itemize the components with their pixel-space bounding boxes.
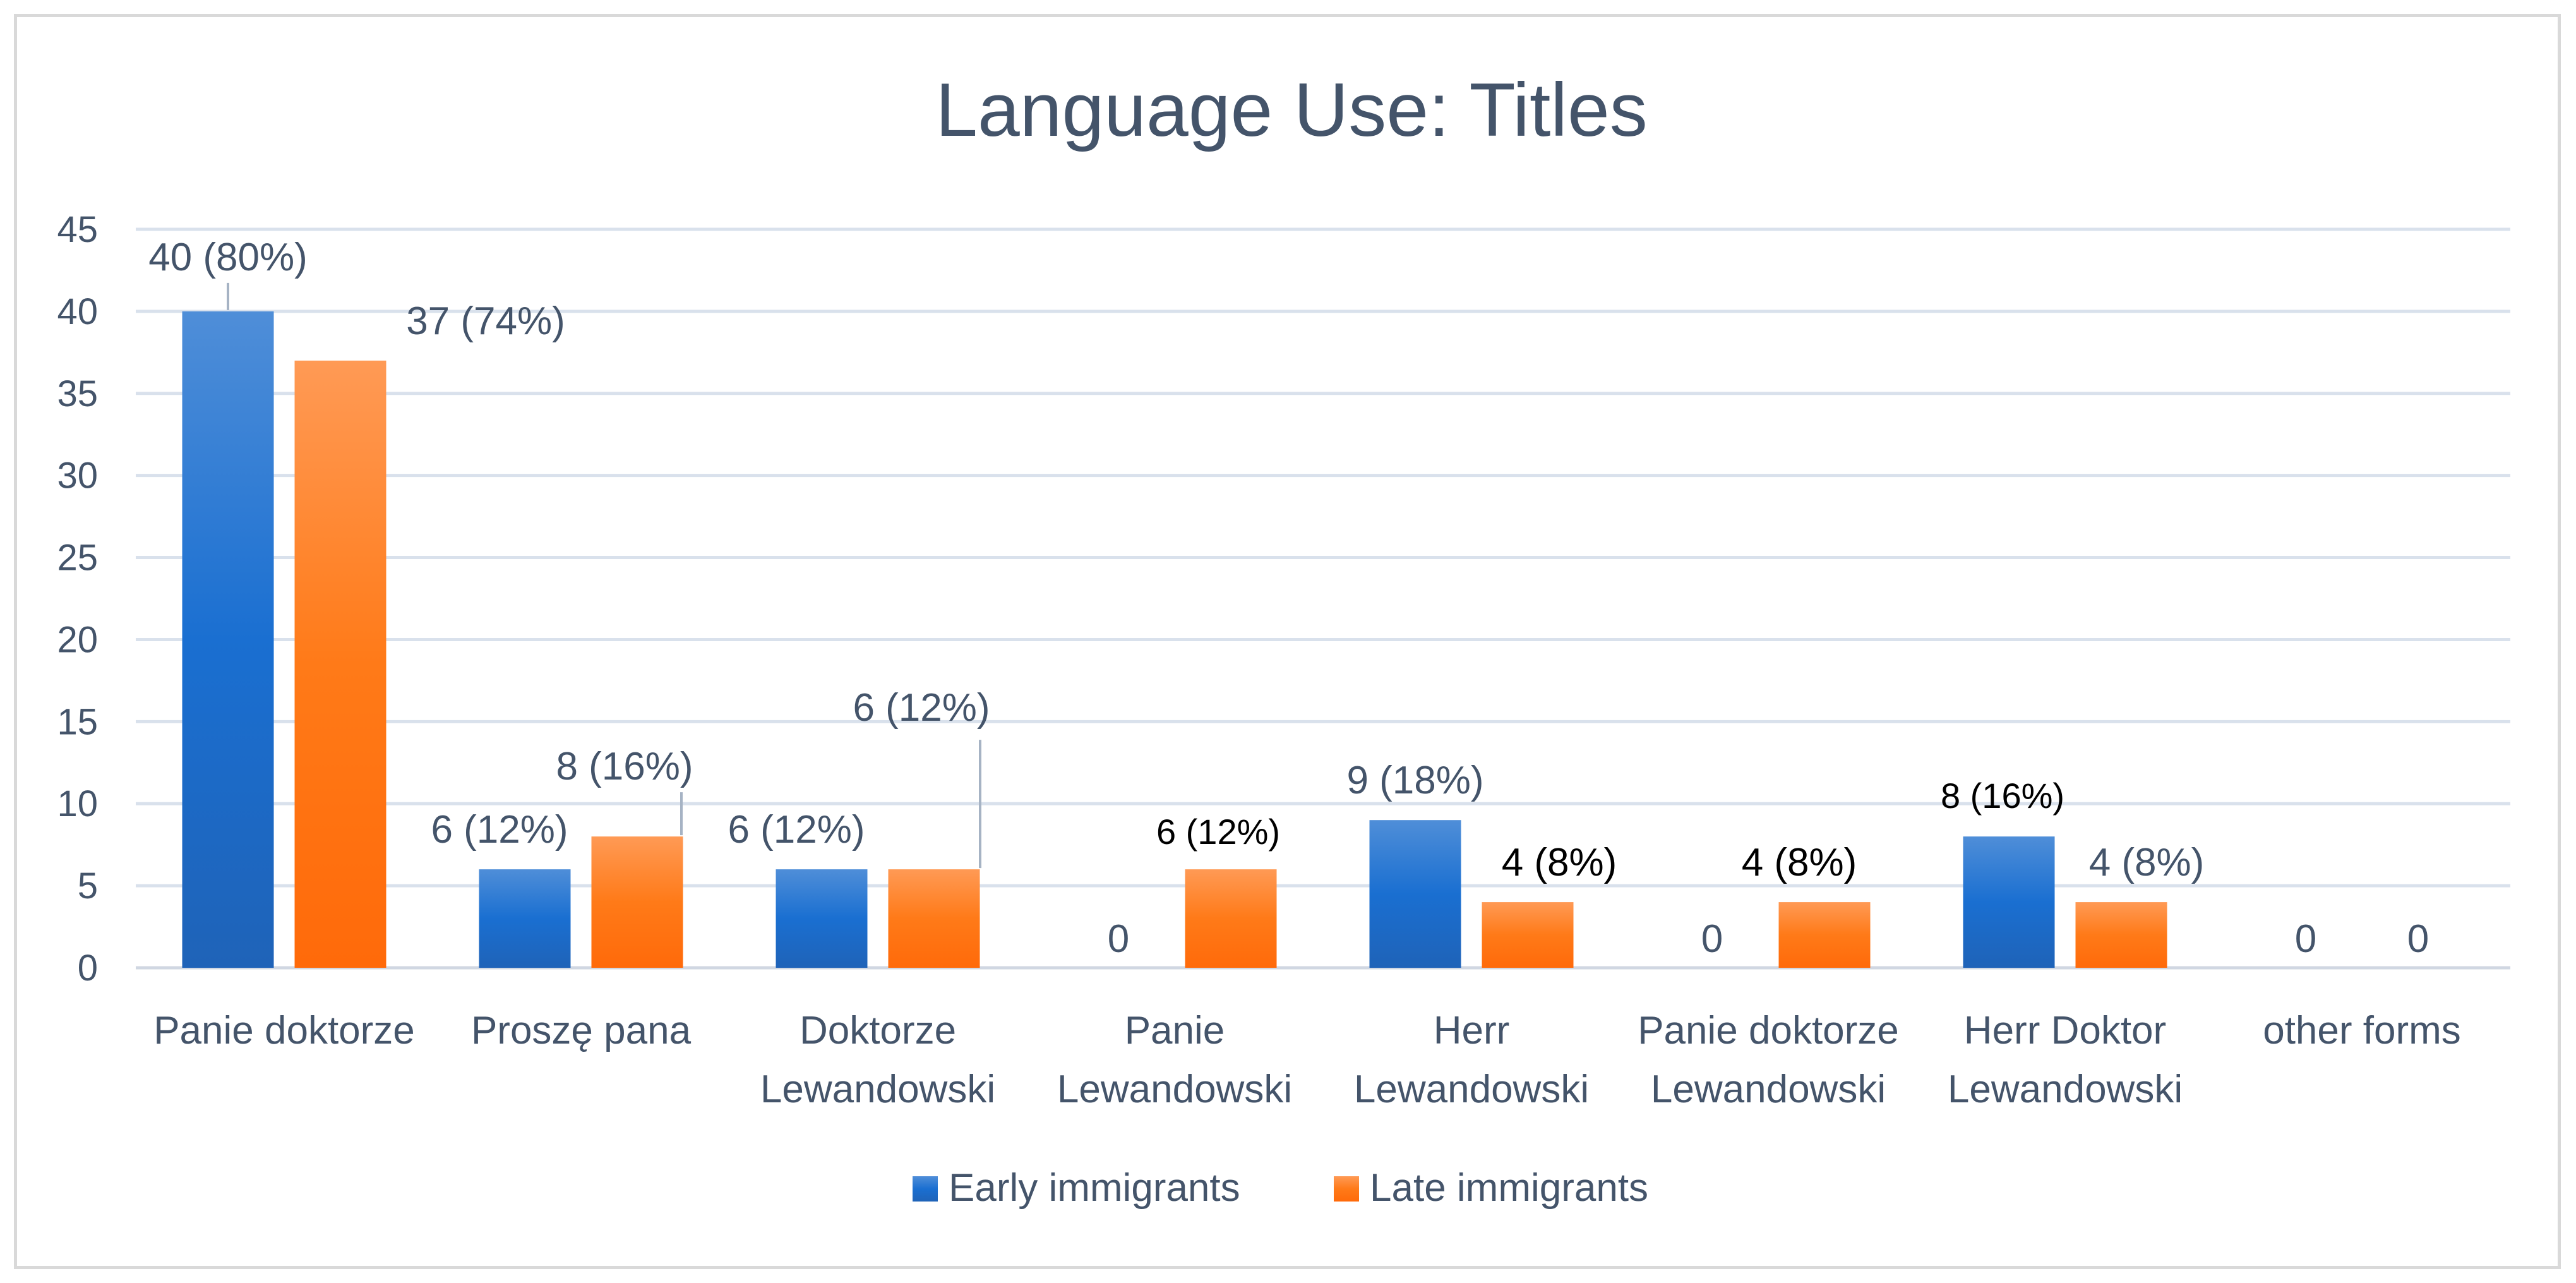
bar-late-7[interactable] <box>2075 902 2167 968</box>
leader-lines <box>227 282 981 869</box>
legend-swatch-late <box>1334 1176 1359 1202</box>
bar-early-3[interactable] <box>776 869 868 968</box>
data-label-late-4: 6 (12%) <box>1156 812 1280 852</box>
legend-swatch-early <box>913 1176 938 1202</box>
data-labels: 40 (80%) 6 (12%) 6 (12%) 0 9 (18%) 0 8 (16%) 0 3… <box>148 236 2429 961</box>
data-label-late-8: 0 <box>2407 917 2429 961</box>
y-tick-label: 35 <box>57 373 98 414</box>
data-label-early-7: 8 (16%) <box>1941 776 2064 816</box>
bar-early-1[interactable] <box>182 311 274 968</box>
x-category-label-7: Herr Doktor Lewandowski <box>1948 1009 2183 1111</box>
chart-frame: Language Use: Titles 0 5 10 15 20 25 30 35 40 45 … <box>14 14 2561 1269</box>
bar-early-7[interactable] <box>1963 836 2055 968</box>
data-label-early-1: 40 (80%) <box>148 236 308 279</box>
x-category-label-8: other forms <box>2263 1009 2461 1052</box>
y-tick-label: 20 <box>57 619 98 660</box>
data-label-early-4: 0 <box>1108 917 1129 961</box>
chart-title: Language Use: Titles <box>935 68 1647 152</box>
bar-late-5[interactable] <box>1482 902 1574 968</box>
legend: Early immigrants Late immigrants <box>913 1166 1648 1210</box>
x-category-label-5: Herr Lewandowski <box>1354 1009 1589 1111</box>
x-category-label-1: Panie doktorze <box>153 1009 415 1052</box>
y-tick-label: 45 <box>57 209 98 250</box>
x-axis-categories: Panie doktorze Proszę pana Doktorze Lewando… <box>153 1009 2461 1111</box>
bar-early-2[interactable] <box>479 869 571 968</box>
x-category-label-3: Doktorze Lewandowski <box>760 1009 995 1111</box>
y-axis-ticks: 0 5 10 15 20 25 30 35 40 45 <box>57 209 98 989</box>
y-tick-label: 40 <box>57 291 98 332</box>
bars <box>182 311 2167 968</box>
y-tick-label: 5 <box>78 865 98 907</box>
y-tick-label: 25 <box>57 538 98 579</box>
data-label-early-2: 6 (12%) <box>431 808 568 852</box>
y-tick-label: 15 <box>57 701 98 742</box>
data-label-early-5: 9 (18%) <box>1346 759 1483 802</box>
data-label-early-6: 0 <box>1701 917 1723 961</box>
legend-label-late: Late immigrants <box>1370 1166 1648 1210</box>
legend-label-early: Early immigrants <box>949 1166 1240 1210</box>
data-label-early-8: 0 <box>2295 917 2316 961</box>
bar-late-4[interactable] <box>1185 869 1277 968</box>
data-label-late-2: 8 (16%) <box>556 745 693 788</box>
data-label-late-7: 4 (8%) <box>2089 841 2205 884</box>
data-label-late-5: 4 (8%) <box>1502 841 1617 884</box>
y-tick-label: 10 <box>57 783 98 824</box>
bar-late-3[interactable] <box>888 869 980 968</box>
data-label-early-3: 6 (12%) <box>728 808 865 852</box>
data-label-late-1: 37 (74%) <box>406 299 565 343</box>
x-category-label-6: Panie doktorze Lewandowski <box>1638 1009 1899 1111</box>
bar-late-2[interactable] <box>591 836 683 968</box>
x-category-label-4: Panie Lewandowski <box>1057 1009 1292 1111</box>
bar-late-1[interactable] <box>294 360 386 968</box>
y-tick-label: 0 <box>78 948 98 989</box>
bar-late-6[interactable] <box>1778 902 1871 968</box>
chart-canvas: Language Use: Titles 051015202530354045 … <box>57 68 2510 1210</box>
y-tick-label: 30 <box>57 455 98 497</box>
x-category-label-2: Proszę pana <box>471 1009 692 1052</box>
legend-item-late[interactable]: Late immigrants <box>1334 1166 1648 1210</box>
data-label-late-3: 6 (12%) <box>853 686 990 730</box>
legend-item-early[interactable]: Early immigrants <box>913 1166 1240 1210</box>
data-label-late-6: 4 (8%) <box>1742 841 1857 884</box>
bar-early-5[interactable] <box>1369 820 1461 968</box>
